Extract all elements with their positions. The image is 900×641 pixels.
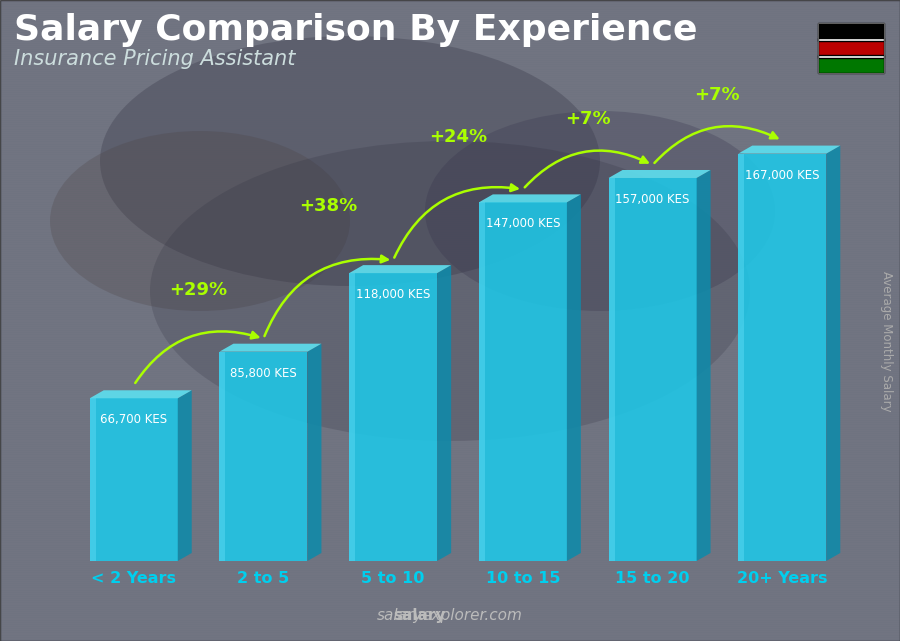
Bar xyxy=(0,64,900,67)
Bar xyxy=(0,469,900,472)
Bar xyxy=(0,2,900,4)
Bar xyxy=(0,633,900,635)
Bar xyxy=(0,472,900,474)
Bar xyxy=(0,577,900,579)
Bar xyxy=(0,362,900,365)
Bar xyxy=(0,97,900,99)
Bar xyxy=(0,11,900,13)
Text: +24%: +24% xyxy=(429,128,487,146)
Bar xyxy=(0,592,900,594)
Polygon shape xyxy=(177,390,192,561)
Ellipse shape xyxy=(425,111,775,311)
Bar xyxy=(0,446,900,448)
FancyBboxPatch shape xyxy=(818,56,884,73)
Bar xyxy=(0,388,900,390)
Bar xyxy=(0,354,900,356)
Bar xyxy=(0,185,900,187)
Bar xyxy=(0,639,900,641)
Bar xyxy=(0,221,900,223)
Bar xyxy=(0,172,900,174)
Bar xyxy=(0,424,900,427)
Bar xyxy=(0,35,900,37)
Bar xyxy=(0,604,900,606)
Bar xyxy=(0,545,900,547)
Bar xyxy=(0,152,900,154)
Bar xyxy=(0,560,900,562)
Bar xyxy=(0,101,900,103)
Bar xyxy=(0,303,900,304)
Bar xyxy=(0,103,900,105)
Bar xyxy=(0,120,900,122)
Bar xyxy=(0,637,900,639)
Bar xyxy=(0,540,900,542)
Bar xyxy=(0,238,900,240)
Bar xyxy=(0,124,900,126)
Bar xyxy=(0,62,900,64)
Bar xyxy=(0,99,900,101)
Bar xyxy=(0,394,900,397)
Bar xyxy=(0,358,900,360)
Bar xyxy=(0,292,900,294)
Text: +38%: +38% xyxy=(299,197,357,215)
Bar xyxy=(0,131,900,133)
Bar xyxy=(0,229,900,231)
Bar xyxy=(0,328,900,330)
Bar xyxy=(0,294,900,296)
Bar xyxy=(0,193,900,195)
Bar xyxy=(0,110,900,112)
Bar xyxy=(0,126,900,129)
Bar xyxy=(0,381,900,384)
Polygon shape xyxy=(308,344,321,561)
Bar xyxy=(0,512,900,515)
Bar xyxy=(0,476,900,478)
Bar xyxy=(0,603,900,604)
Bar xyxy=(0,459,900,461)
Bar xyxy=(0,574,900,577)
Bar xyxy=(0,60,900,62)
FancyBboxPatch shape xyxy=(479,203,567,561)
Text: 157,000 KES: 157,000 KES xyxy=(616,193,689,206)
Bar xyxy=(0,159,900,161)
Bar xyxy=(0,384,900,386)
Bar xyxy=(0,135,900,137)
Bar xyxy=(0,169,900,172)
Bar xyxy=(0,249,900,251)
Bar xyxy=(0,58,900,60)
Bar xyxy=(0,180,900,182)
Bar xyxy=(0,283,900,285)
Bar xyxy=(0,467,900,469)
Bar xyxy=(0,338,900,341)
Bar xyxy=(0,422,900,424)
Bar xyxy=(0,442,900,444)
Bar xyxy=(0,287,900,290)
Bar xyxy=(0,502,900,504)
Bar xyxy=(0,30,900,32)
FancyBboxPatch shape xyxy=(818,23,884,40)
Bar xyxy=(0,38,900,41)
Bar xyxy=(0,335,900,337)
Bar xyxy=(0,343,900,345)
Bar xyxy=(0,572,900,574)
FancyBboxPatch shape xyxy=(818,55,884,58)
Bar xyxy=(0,113,900,116)
Bar xyxy=(0,598,900,600)
Bar xyxy=(0,521,900,523)
Bar xyxy=(0,465,900,467)
Bar xyxy=(0,345,900,347)
Bar xyxy=(0,43,900,45)
Bar xyxy=(0,562,900,564)
Bar xyxy=(0,401,900,403)
Bar xyxy=(0,317,900,319)
Bar xyxy=(0,435,900,437)
Text: 85,800 KES: 85,800 KES xyxy=(230,367,297,379)
Bar xyxy=(0,611,900,613)
Bar xyxy=(0,585,900,587)
Bar xyxy=(0,208,900,210)
Bar xyxy=(0,407,900,410)
Bar xyxy=(0,352,900,354)
Bar xyxy=(0,485,900,487)
Bar xyxy=(0,32,900,35)
Bar xyxy=(0,8,900,11)
Bar xyxy=(0,463,900,465)
